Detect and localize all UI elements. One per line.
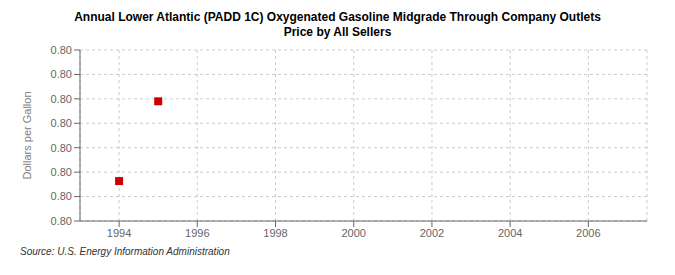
- svg-text:0.80: 0.80: [51, 190, 72, 202]
- svg-text:0.80: 0.80: [51, 68, 72, 80]
- svg-text:2006: 2006: [576, 227, 600, 239]
- html-text:Price by All Sellers: Price by All Sellers: [283, 25, 392, 39]
- html-text:Annual Lower Atlantic (PADD 1C: Annual Lower Atlantic (PADD 1C) Oxygenat…: [74, 10, 601, 24]
- svg-text:0.80: 0.80: [51, 93, 72, 105]
- svg-text:2002: 2002: [420, 227, 444, 239]
- svg-text:0.80: 0.80: [51, 215, 72, 227]
- svg-text:Dollars per Gallon: Dollars per Gallon: [21, 91, 33, 179]
- html-text:Source: U.S. Energy Informatio: Source: U.S. Energy Information Administ…: [20, 246, 230, 257]
- svg-text:0.80: 0.80: [51, 166, 72, 178]
- svg-text:1998: 1998: [263, 227, 287, 239]
- svg-text:1996: 1996: [185, 227, 209, 239]
- svg-text:2000: 2000: [341, 227, 365, 239]
- svg-text:2004: 2004: [498, 227, 522, 239]
- svg-text:0.80: 0.80: [51, 142, 72, 154]
- svg-text:0.80: 0.80: [51, 44, 72, 56]
- svg-text:0.80: 0.80: [51, 117, 72, 129]
- svg-text:1994: 1994: [107, 227, 131, 239]
